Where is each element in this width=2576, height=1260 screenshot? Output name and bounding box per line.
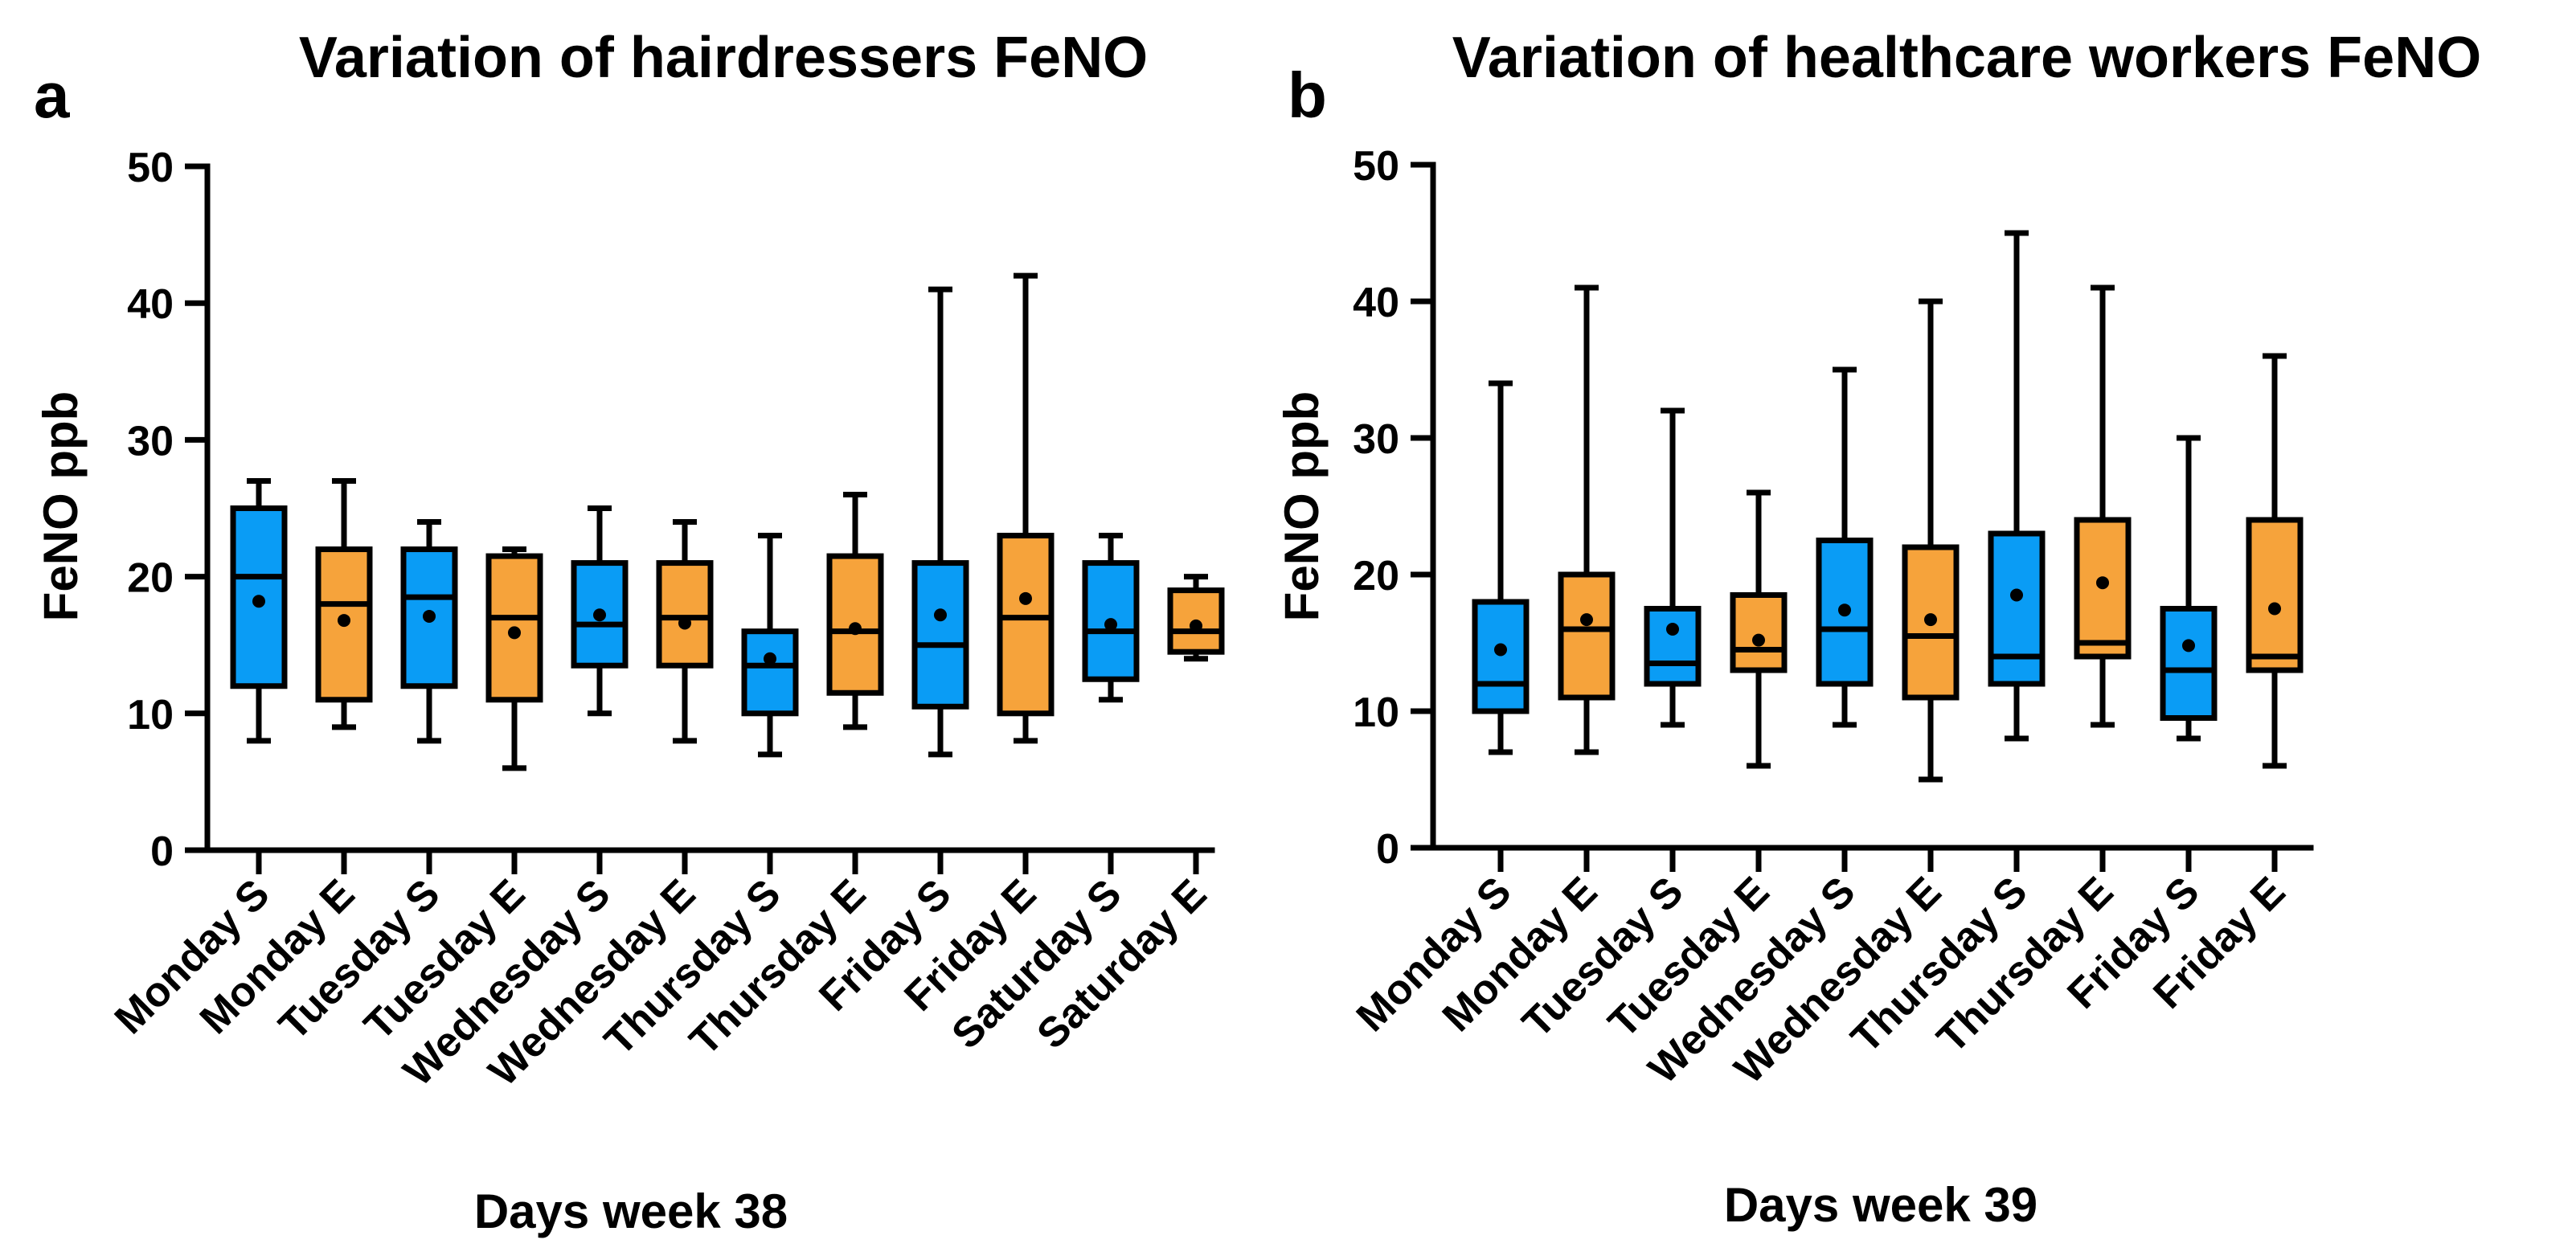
y-axis-label-b: FeNO ppb <box>1275 391 1329 622</box>
y-tick-label: 0 <box>150 828 174 875</box>
y-tick-label: 40 <box>1353 280 1399 326</box>
y-tick-label: 50 <box>127 145 174 191</box>
mean-marker <box>508 626 521 640</box>
box <box>911 560 969 710</box>
box <box>1988 530 2046 687</box>
mean-marker <box>1838 603 1851 617</box>
mean-marker <box>338 614 350 628</box>
panel-b: b Variation of healthcare workers FeNO F… <box>1275 26 2481 1232</box>
mean-marker <box>1666 623 1679 636</box>
y-tick-label: 20 <box>1353 553 1399 599</box>
mean-marker <box>1190 619 1202 632</box>
mean-marker <box>1752 633 1765 647</box>
mean-marker <box>764 652 776 665</box>
y-tick-label: 10 <box>1353 689 1399 736</box>
mean-marker <box>1494 643 1507 657</box>
mean-marker <box>2010 588 2023 602</box>
mean-marker <box>593 608 606 622</box>
mean-marker <box>678 616 691 630</box>
box <box>2160 606 2218 721</box>
x-axis-label-b: Days week 39 <box>1724 1178 2037 1232</box>
box <box>1730 592 1788 673</box>
box <box>2246 517 2304 673</box>
box <box>1472 599 1530 714</box>
mean-marker <box>252 595 265 608</box>
chart-title-b: Variation of healthcare workers FeNO <box>1452 26 2481 90</box>
box <box>1816 538 1874 687</box>
y-tick-label: 30 <box>1353 416 1399 463</box>
box <box>1558 571 1616 701</box>
y-tick-label: 10 <box>127 692 174 738</box>
box <box>571 560 629 669</box>
panel-a: a Variation of hairdressers FeNO FeNO pp… <box>34 26 1225 1238</box>
y-tick-label: 20 <box>127 555 174 602</box>
x-axis-label-a: Days week 38 <box>474 1184 788 1238</box>
mean-marker <box>2182 639 2195 652</box>
panel-letter-a: a <box>34 59 70 131</box>
y-tick-label: 50 <box>1353 143 1399 190</box>
mean-marker <box>934 608 947 622</box>
box <box>656 560 714 669</box>
mean-marker <box>1924 613 1937 627</box>
mean-marker <box>2096 576 2109 590</box>
box <box>1644 606 1702 687</box>
mean-marker <box>849 622 862 636</box>
chart-title-a: Variation of hairdressers FeNO <box>299 26 1148 90</box>
y-tick-label: 30 <box>127 418 174 464</box>
mean-marker <box>1580 613 1593 627</box>
mean-marker <box>2268 602 2281 616</box>
box <box>997 533 1055 717</box>
mean-marker <box>1019 591 1032 605</box>
y-axis-label-a: FeNO ppb <box>34 391 88 622</box>
y-tick-label: 40 <box>127 281 174 328</box>
mean-marker <box>1104 618 1117 632</box>
box <box>741 628 799 717</box>
mean-marker <box>423 609 436 623</box>
y-tick-label: 0 <box>1376 826 1399 873</box>
panel-letter-b: b <box>1288 59 1327 131</box>
